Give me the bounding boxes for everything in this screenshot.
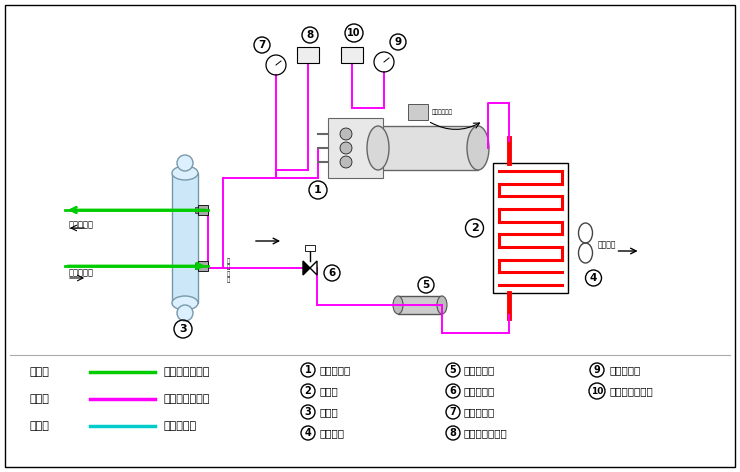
Bar [328,118,383,178]
Circle shape [340,156,352,168]
Bar [341,47,363,63]
Bar [172,173,198,303]
Text: 4: 4 [305,428,312,438]
Text: 载冷剂流入: 载冷剂流入 [69,268,94,277]
Circle shape [340,142,352,154]
Text: 高压压力表: 高压压力表 [609,365,640,375]
Bar [305,245,315,251]
Bar [198,205,208,215]
Text: 低压压力控制器: 低压压力控制器 [464,428,508,438]
Text: 绿色线: 绿色线 [30,367,50,377]
Bar [398,296,442,314]
Text: 6: 6 [450,386,457,396]
Text: 水循环回路: 水循环回路 [163,421,196,431]
Text: 冷却风扇: 冷却风扇 [319,428,344,438]
Text: 6: 6 [329,268,336,278]
Ellipse shape [172,296,198,310]
Text: 9: 9 [394,37,402,47]
Ellipse shape [367,126,389,170]
Text: 高压排气逆阀: 高压排气逆阀 [432,109,453,115]
Bar [195,207,198,213]
Text: 9: 9 [593,365,600,375]
Ellipse shape [177,305,193,321]
Text: 3: 3 [305,407,312,417]
Text: 2: 2 [305,386,312,396]
Text: 载冷剂出口: 载冷剂出口 [69,220,94,229]
Text: 冷凝器: 冷凝器 [319,386,337,396]
Bar [195,263,198,269]
Text: 蓝色线: 蓝色线 [30,421,50,431]
Bar [198,261,208,271]
Text: 8: 8 [450,428,457,438]
Text: 低压压力表: 低压压力表 [464,407,495,417]
Text: 蒸
压
变
化: 蒸 压 变 化 [226,258,229,283]
Polygon shape [303,261,310,275]
Bar [493,163,568,293]
Bar [408,104,428,120]
Text: 5: 5 [450,365,457,375]
Text: 4: 4 [590,273,597,283]
Text: 10: 10 [591,387,603,396]
Text: 高压压力控制器: 高压压力控制器 [609,386,653,396]
Text: 红色线: 红色线 [30,394,50,404]
Text: 7: 7 [258,40,266,50]
Text: 1: 1 [305,365,312,375]
Bar [297,47,319,63]
Text: 蒸发器: 蒸发器 [319,407,337,417]
Polygon shape [310,261,317,275]
Text: 8: 8 [306,30,314,40]
Text: 3: 3 [179,324,186,334]
Bar [378,126,478,170]
Text: 干燥过滤器: 干燥过滤器 [464,365,495,375]
Text: 1: 1 [314,185,322,195]
Ellipse shape [467,126,489,170]
Text: 风冷流向: 风冷流向 [597,241,616,250]
Text: 7: 7 [450,407,457,417]
Text: 载冷剂循环回路: 载冷剂循环回路 [163,367,209,377]
Circle shape [340,128,352,140]
Text: 供液膨胀阀: 供液膨胀阀 [464,386,495,396]
Text: 10: 10 [347,28,361,38]
Text: 5: 5 [423,280,430,290]
Ellipse shape [172,166,198,180]
Text: 2: 2 [471,223,478,233]
Ellipse shape [177,155,193,171]
Text: 螺杆压缩机: 螺杆压缩机 [319,365,350,375]
Ellipse shape [437,296,447,314]
Text: 制冷剂循环回路: 制冷剂循环回路 [163,394,209,404]
Ellipse shape [393,296,403,314]
